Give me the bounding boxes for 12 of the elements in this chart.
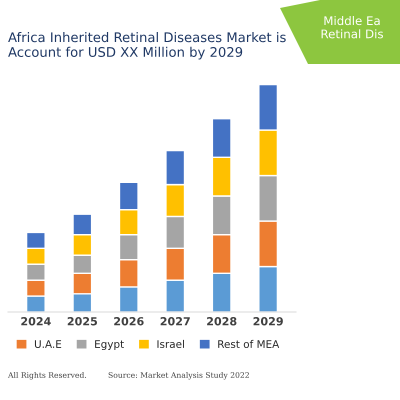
legend-label: Rest of MEA bbox=[218, 340, 280, 348]
text: Middle Ea Retinal Dis bbox=[322, 16, 383, 38]
x-tick-label: 2027 bbox=[160, 317, 190, 326]
x-tick-label: 2024 bbox=[21, 317, 51, 326]
x-tick-label: 2029 bbox=[254, 317, 283, 326]
legend-label: Egypt bbox=[95, 340, 124, 350]
x-tick-label: 2025 bbox=[68, 317, 98, 326]
x-tick-label: 2026 bbox=[114, 317, 144, 326]
legend-label: U.A.E bbox=[34, 340, 62, 348]
x-tick-label: 2028 bbox=[207, 317, 236, 326]
chart-title: Africa Inherited Retinal Diseases Market is Account for USD XX Million by 2029 bbox=[8, 32, 286, 60]
legend-label: Israel bbox=[157, 340, 184, 348]
